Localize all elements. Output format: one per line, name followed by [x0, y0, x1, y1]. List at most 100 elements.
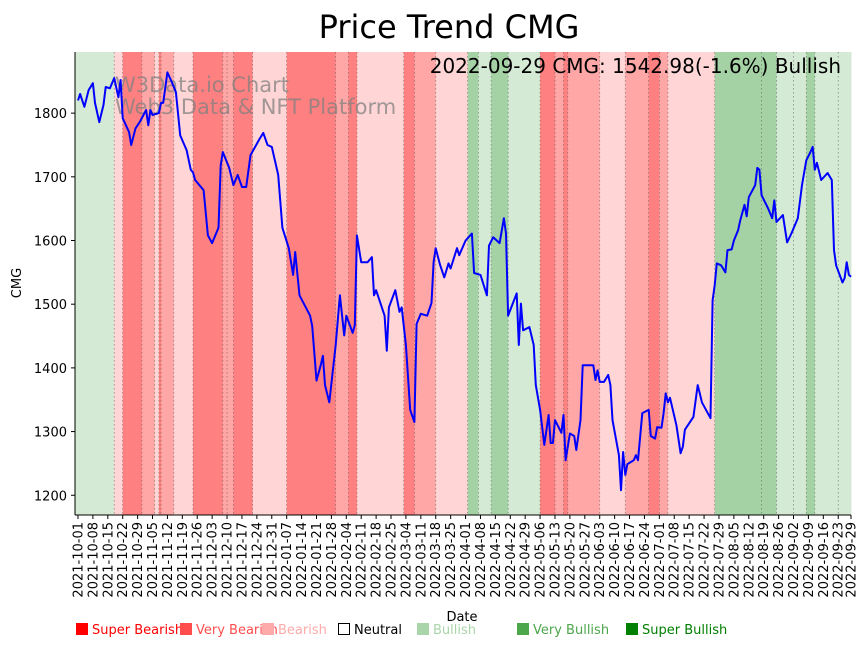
- x-tick-label: 2022-05-20: [563, 522, 578, 598]
- legend-label-super-bullish: Super Bullish: [642, 623, 727, 638]
- x-tick-label: 2022-01-07: [280, 522, 295, 598]
- legend-label-neutral: Neutral: [354, 623, 402, 638]
- band-bullish: [75, 52, 115, 515]
- x-tick-label: 2022-02-18: [370, 522, 385, 598]
- legend-swatch-bullish: [417, 623, 429, 635]
- x-tick-label: 2022-07-01: [653, 522, 668, 598]
- band-bullish: [508, 52, 541, 515]
- x-tick-label: 2022-04-15: [489, 522, 504, 598]
- band-very-bearish: [414, 52, 437, 515]
- x-tick-label: 2021-10-29: [131, 522, 146, 598]
- x-tick-label: 2021-10-15: [101, 522, 116, 598]
- band-bullish: [793, 52, 807, 515]
- legend-label-very-bullish: Very Bullish: [533, 623, 609, 638]
- band-very-bullish: [806, 52, 816, 515]
- x-tick-label: 2022-04-22: [504, 522, 519, 598]
- x-tick-label: 2022-09-23: [832, 522, 847, 598]
- x-tick-label: 2022-09-02: [787, 522, 802, 598]
- x-tick-label: 2022-05-13: [548, 522, 563, 598]
- legend-swatch-very-bullish: [517, 623, 529, 635]
- y-tick-label: 1500: [34, 298, 67, 313]
- price-annotation: 2022-09-29 CMG: 1542.98(-1.6%) Bullish: [430, 54, 841, 78]
- legend-label-very-bearish: Very Bearish: [196, 623, 278, 638]
- band-bearish: [435, 52, 469, 515]
- band-very-bearish: [141, 52, 156, 515]
- x-tick-label: 2022-08-19: [757, 522, 772, 598]
- x-tick-label: 2022-02-25: [385, 522, 400, 598]
- band-super-bearish: [563, 52, 569, 515]
- x-tick-label: 2022-05-06: [534, 522, 549, 598]
- y-tick-label: 1200: [34, 489, 67, 504]
- band-very-bearish: [227, 52, 234, 515]
- watermark-line-1: W3Data.io Chart: [115, 73, 289, 97]
- band-bullish: [838, 52, 852, 515]
- band-super-bearish: [122, 52, 143, 515]
- band-bearish: [599, 52, 626, 515]
- x-tick-label: 2022-01-21: [310, 522, 325, 598]
- x-tick-label: 2022-03-18: [429, 522, 444, 598]
- legend-swatch-super-bearish: [76, 623, 88, 635]
- band-super-bearish: [648, 52, 660, 515]
- x-tick-label: 2021-11-05: [146, 522, 161, 598]
- x-tick-label: 2021-12-31: [265, 522, 280, 598]
- x-tick-label: 2022-09-09: [802, 522, 817, 598]
- legend: Super Bearish Very Bearish Bearish Neutral B…: [76, 623, 727, 638]
- y-tick-label: 1300: [34, 426, 67, 441]
- legend-label-bearish: Bearish: [278, 623, 327, 638]
- band-very-bearish: [567, 52, 601, 515]
- band-bullish: [478, 52, 492, 515]
- band-super-bearish: [233, 52, 254, 515]
- band-bearish: [114, 52, 124, 515]
- x-tick-label: 2022-01-14: [295, 522, 310, 598]
- x-tick-label: 2022-06-03: [593, 522, 608, 598]
- band-very-bullish: [467, 52, 479, 515]
- band-super-bearish: [192, 52, 224, 515]
- y-axis-label: CMG: [10, 268, 25, 298]
- legend-swatch-super-bullish: [626, 623, 638, 635]
- band-bearish: [356, 52, 405, 515]
- x-tick-label: 2022-08-05: [727, 522, 742, 598]
- x-tick-label: 2022-03-04: [399, 522, 414, 598]
- sentiment-bands: [75, 52, 852, 515]
- band-very-bullish: [761, 52, 777, 515]
- x-tick-label: 2022-09-29: [845, 522, 860, 598]
- band-bearish: [154, 52, 160, 515]
- band-very-bearish: [554, 52, 565, 515]
- band-bearish: [667, 52, 716, 515]
- x-tick-label: 2022-06-24: [638, 522, 653, 598]
- x-tick-label: 2021-10-08: [86, 522, 101, 598]
- x-tick-label: 2022-03-25: [444, 522, 459, 598]
- legend-swatch-very-bearish: [180, 623, 192, 635]
- band-bearish: [252, 52, 288, 515]
- x-tick-label: 2021-11-12: [161, 522, 176, 598]
- y-tick-label: 1400: [34, 362, 67, 377]
- x-tick-label: 2022-09-16: [817, 522, 832, 598]
- x-tick-label: 2021-11-26: [191, 522, 206, 598]
- legend-label-bullish: Bullish: [433, 623, 476, 638]
- x-tick-label: 2022-04-01: [459, 522, 474, 598]
- band-super-bearish: [403, 52, 415, 515]
- y-tick-label: 1600: [34, 235, 67, 250]
- y-tick-label: 1700: [34, 171, 67, 186]
- watermark-line-2: Web3 Data & NFT Platform: [115, 95, 396, 119]
- band-very-bearish: [625, 52, 650, 515]
- x-tick-label: 2022-03-11: [414, 522, 429, 598]
- x-tick-label: 2022-07-15: [683, 522, 698, 598]
- band-bullish: [776, 52, 795, 515]
- y-axis-ticks: 1200 1300 1400 1500 1600 1700 1800: [34, 107, 75, 504]
- x-axis-label: Date: [446, 610, 477, 625]
- x-tick-label: 2022-02-04: [340, 522, 355, 598]
- legend-swatch-bearish: [262, 623, 274, 635]
- x-tick-label: 2021-12-03: [206, 522, 221, 598]
- x-tick-label: 2021-12-17: [235, 522, 250, 598]
- x-tick-label: 2022-04-29: [519, 522, 534, 598]
- band-very-bearish: [659, 52, 669, 515]
- band-super-bearish: [286, 52, 337, 515]
- chart-title: Price Trend CMG: [319, 8, 580, 46]
- x-tick-label: 2022-04-08: [474, 522, 489, 598]
- x-tick-label: 2022-07-22: [698, 522, 713, 598]
- x-tick-label: 2021-10-01: [71, 522, 86, 598]
- vertical-gridlines: [74, 52, 839, 515]
- band-bullish: [814, 52, 839, 515]
- x-tick-label: 2022-01-28: [325, 522, 340, 598]
